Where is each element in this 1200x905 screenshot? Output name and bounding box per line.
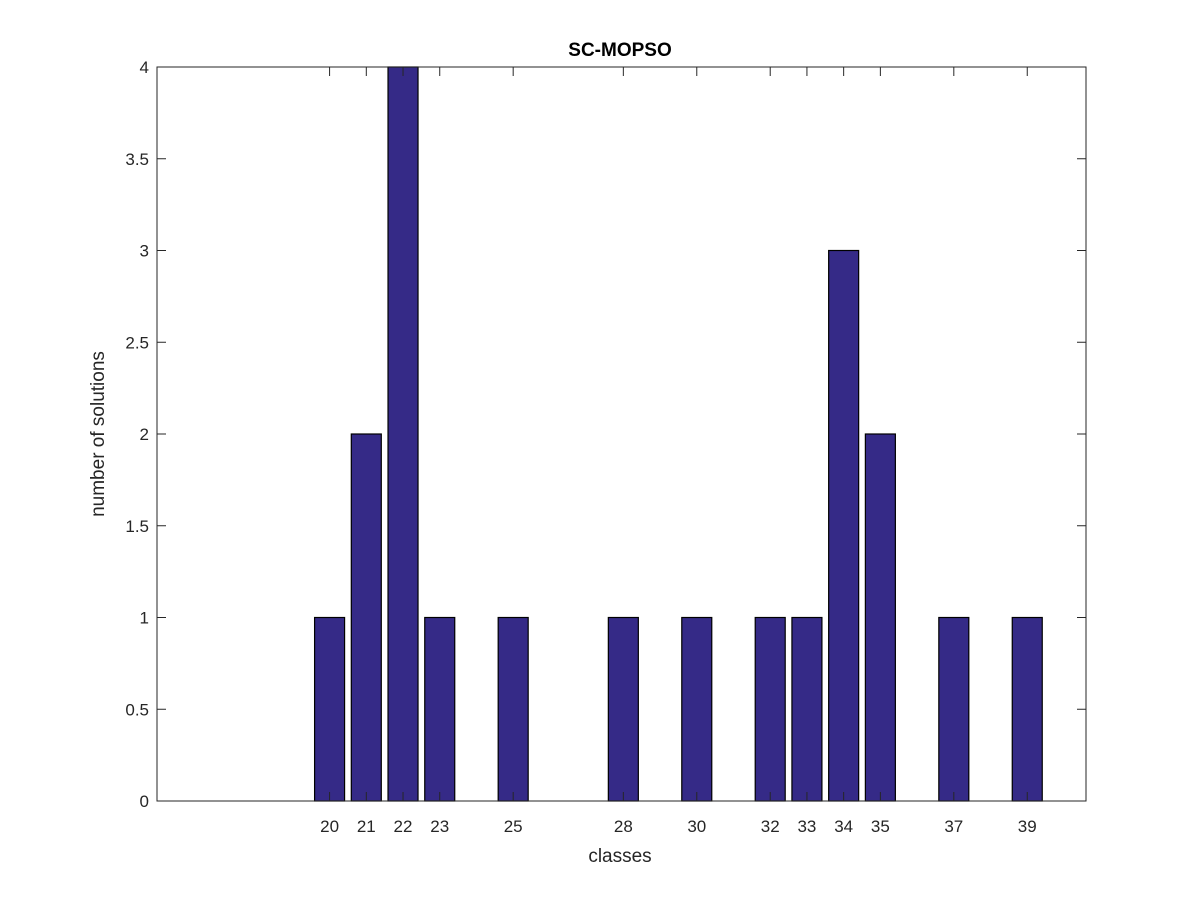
- x-tick-label: 35: [871, 817, 890, 836]
- x-tick-label: 21: [357, 817, 376, 836]
- x-tick-label: 32: [761, 817, 780, 836]
- y-tick-label: 3: [140, 242, 149, 261]
- bar-35: [864, 433, 896, 802]
- bar-32: [754, 616, 786, 802]
- bar-22: [387, 66, 419, 802]
- x-tick-label: 22: [394, 817, 413, 836]
- y-tick-label: 3.5: [125, 150, 149, 169]
- x-tick-label: 25: [504, 817, 523, 836]
- bar-33: [791, 616, 823, 802]
- x-tick-label: 33: [797, 817, 816, 836]
- y-tick-label: 1: [140, 609, 149, 628]
- y-tick-label: 0: [140, 792, 149, 811]
- bar-23: [424, 616, 456, 802]
- y-tick-label: 2: [140, 425, 149, 444]
- bar-34: [828, 249, 860, 802]
- y-axis-label: number of solutions: [88, 351, 109, 517]
- x-tick-label: 20: [320, 817, 339, 836]
- bar-25: [497, 616, 529, 802]
- bars-group: [313, 66, 1043, 802]
- bar-20: [313, 616, 346, 802]
- bar-37: [938, 616, 970, 802]
- y-tick-label: 4: [140, 58, 149, 77]
- y-tick-label: 0.5: [125, 700, 149, 719]
- x-axis-label: classes: [588, 846, 651, 867]
- bar-28: [607, 616, 639, 802]
- x-tick-label: 39: [1018, 817, 1037, 836]
- y-tick-label: 2.5: [125, 333, 149, 352]
- y-tick-label: 1.5: [125, 517, 149, 536]
- x-tick-label: 28: [614, 817, 633, 836]
- x-tick-label: 30: [687, 817, 706, 836]
- bar-39: [1011, 616, 1043, 802]
- x-tick-label: 23: [430, 817, 449, 836]
- axes-group: 0 0.5 1 1.5 2 2.5 3 3.5 4 20 21 22 23 25 28 30 32 33 34 35 3…: [125, 58, 1087, 836]
- chart-title: SC-MOPSO: [568, 40, 671, 61]
- bar-21: [350, 433, 382, 802]
- x-tick-label: 34: [834, 817, 853, 836]
- bar-30: [681, 616, 713, 802]
- x-tick-label: 37: [944, 817, 963, 836]
